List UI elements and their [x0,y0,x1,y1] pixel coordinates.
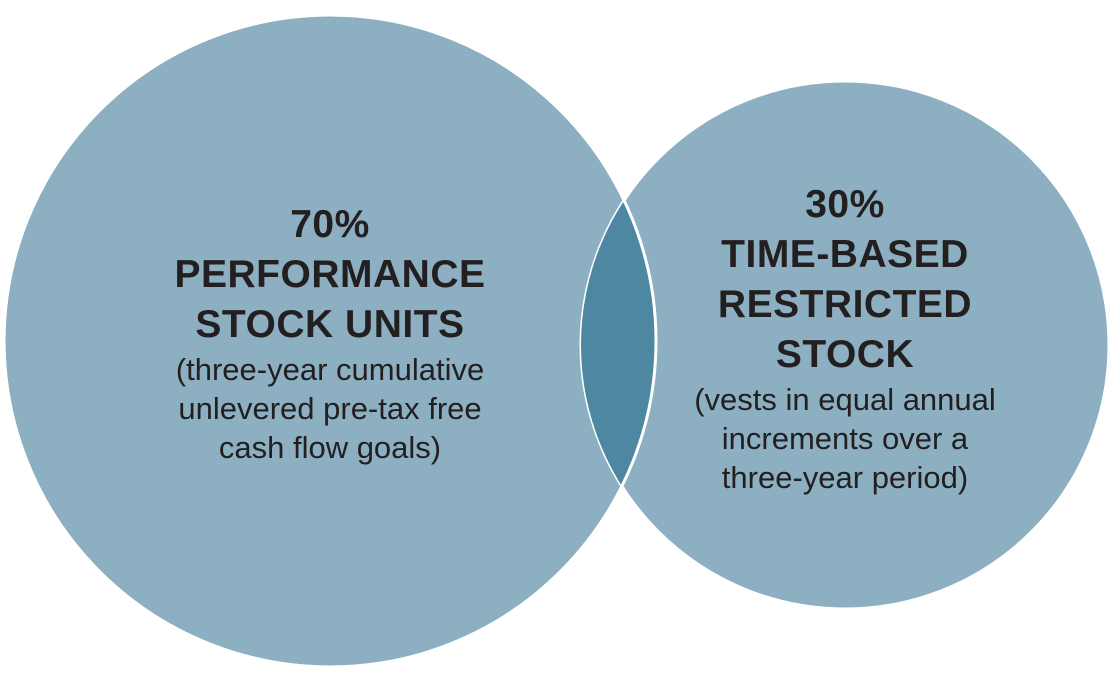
left-desc-line1: (three-year cumulative [175,352,485,387]
left-title-line1: PERFORMANCE [174,253,486,296]
right-title-line1: TIME-BASED [721,233,969,276]
left-title-line2: STOCK UNITS [195,303,465,346]
right-percent: 30% [805,183,885,226]
right-desc-line2: increments over a [721,421,969,456]
left-desc-line3: cash flow goals) [218,430,442,465]
left-desc-line2: unlevered pre-tax free [178,391,482,426]
left-circle-outline [2,13,658,669]
left-circle-label: 70% PERFORMANCE STOCK UNITS (three-year … [110,200,550,467]
right-title-line3: STOCK [775,333,915,376]
right-desc-line1: (vests in equal annual [694,382,996,417]
right-title-line2: RESTRICTED [717,283,973,326]
left-percent: 70% [290,203,370,246]
right-desc-line3: three-year period) [721,460,969,495]
right-circle-label: 30% TIME-BASED RESTRICTED STOCK (vests i… [660,180,1030,497]
